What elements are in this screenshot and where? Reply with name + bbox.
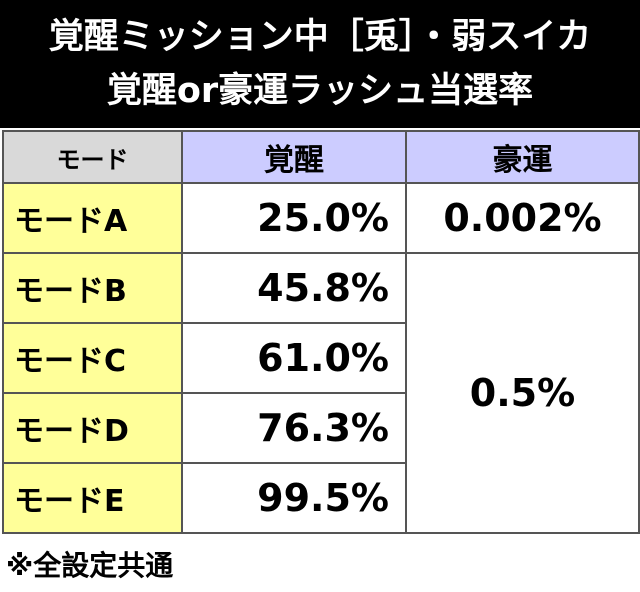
- footnote: ※全設定共通: [6, 549, 174, 582]
- kakusei-cell: 61.0%: [181, 322, 407, 394]
- gouun-cell: 0.002%: [405, 182, 640, 254]
- kakusei-cell: 76.3%: [181, 392, 407, 464]
- mode-cell: モードE: [2, 462, 183, 534]
- gouun-cell: 0.5%: [405, 252, 640, 534]
- column-header: 豪運: [405, 130, 640, 184]
- mode-cell: モードB: [2, 252, 183, 324]
- kakusei-cell: 25.0%: [181, 182, 407, 254]
- row: モードD 76.3%: [2, 392, 639, 464]
- kakusei-cell: 45.8%: [181, 252, 407, 324]
- header-row: モード 覚醒 豪運: [2, 130, 640, 184]
- rate-table: モード 覚醒 豪運 モードA 25.0% 0.002% モードB 45.8% 0…: [2, 130, 640, 534]
- mode-cell: モードD: [2, 392, 183, 464]
- title-line: 覚醒or豪運ラッシュ当選率: [106, 71, 534, 111]
- kakusei-cell: 99.5%: [181, 462, 407, 534]
- title-line: 覚醒ミッション中［兎］・弱スイカ: [48, 17, 592, 57]
- row: モードC 61.0%: [2, 322, 639, 394]
- column-header: モード: [2, 130, 183, 184]
- mode-cell: モードC: [2, 322, 183, 394]
- mode-cell: モードA: [2, 182, 183, 254]
- row: モードE 99.5%: [2, 462, 639, 534]
- row: モードA 25.0% 0.002%: [2, 182, 640, 254]
- column-header: 覚醒: [181, 130, 407, 184]
- title-band: 覚醒ミッション中［兎］・弱スイカ 覚醒or豪運ラッシュ当選率: [0, 0, 640, 128]
- row: モードB 45.8% 0.5%: [2, 252, 640, 534]
